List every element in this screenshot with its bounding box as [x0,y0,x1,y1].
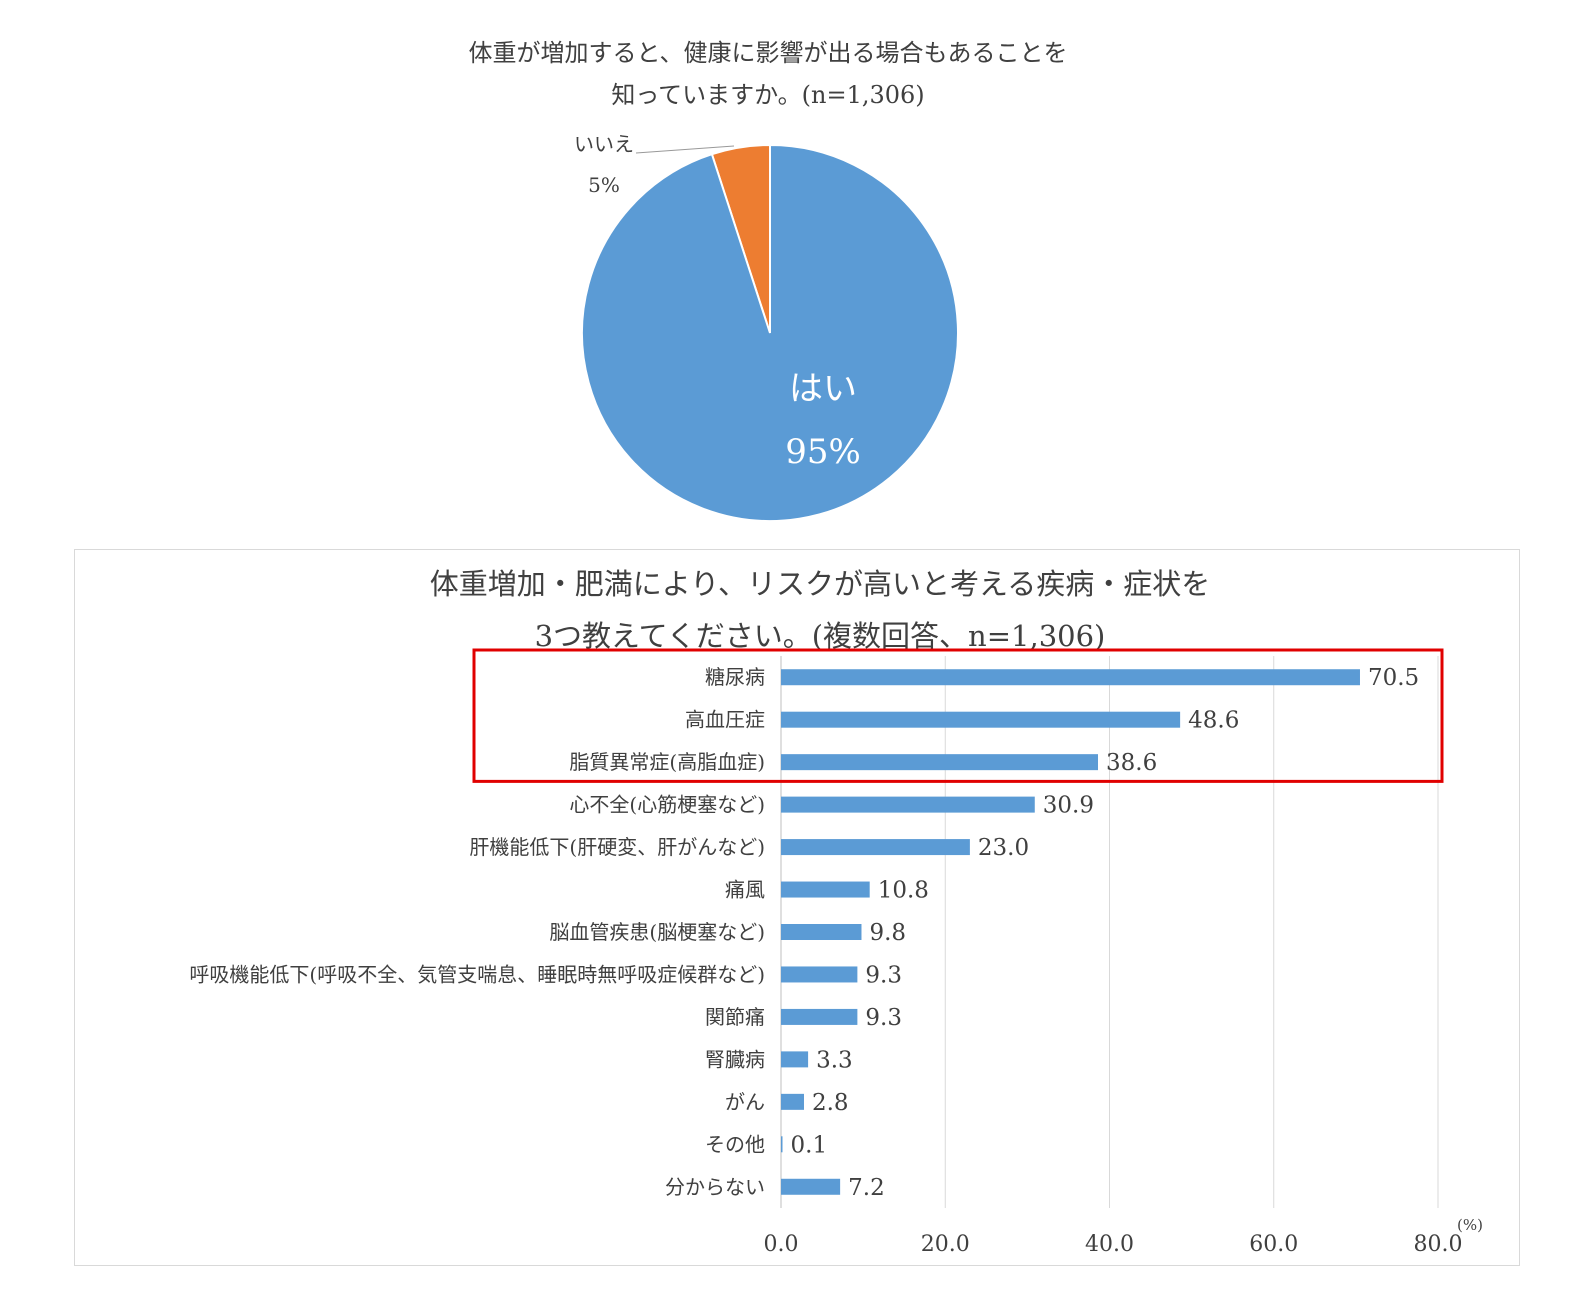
bar [781,711,1181,728]
category-label: 分からない [665,1175,765,1199]
category-label: 心不全(心筋梗塞など) [569,793,765,817]
value-label: 70.5 [1368,665,1419,691]
bar-chart-frame [74,549,1520,1266]
category-label: 糖尿病 [705,665,765,689]
category-label: 脳血管疾患(脳梗塞など) [549,920,765,944]
value-label: 10.8 [878,878,929,904]
bar [781,1051,809,1068]
bar [781,1093,804,1110]
bar-title-line2: 3つ教えてください。(複数回答、n=1,306) [535,619,1106,653]
category-label: 高血圧症 [685,708,765,732]
x-tick-label: 40.0 [1085,1232,1134,1257]
category-label: その他 [705,1132,765,1156]
bar [781,924,862,940]
category-label: がん [725,1090,765,1114]
value-label: 3.3 [816,1047,853,1073]
bar [781,881,870,898]
bar [781,839,970,856]
x-tick-label: 20.0 [921,1232,970,1257]
pie-title-line1: 体重が増加すると、健康に影響が出る場合もあることを [468,39,1067,67]
bar [781,1136,783,1153]
value-label: 2.8 [812,1090,849,1116]
category-label: 痛風 [725,878,765,902]
pie-value-yes: 95% [785,432,861,472]
bar [781,796,1035,813]
category-label: 呼吸機能低下(呼吸不全、気管支喘息、睡眠時無呼吸症候群など) [189,962,765,986]
category-label: 腎臓病 [705,1047,765,1071]
value-label: 0.1 [791,1132,828,1158]
bar-title-line1: 体重増加・肥満により、リスクが高いと考える疾病・症状を [430,567,1210,601]
value-label: 48.6 [1188,708,1239,734]
pie-value-no: 5% [588,173,620,197]
bar [781,966,858,983]
bar [781,1008,858,1025]
pie-slice-yes [581,143,959,522]
category-label: 肝機能低下(肝硬変、肝がんなど) [469,835,765,859]
category-label: 関節痛 [705,1005,765,1029]
pie-label-no: いいえ [574,132,634,156]
pie-label-yes: はい [789,369,857,409]
x-axis-unit: (%) [1457,1216,1483,1234]
category-label: 脂質異常症(高脂血症) [569,750,765,774]
x-tick-label: 60.0 [1249,1232,1298,1257]
x-tick-label: 0.0 [764,1232,799,1257]
bar [781,754,1099,771]
bar [781,1178,841,1195]
pie-leader-line [635,145,735,154]
x-tick-label: 80.0 [1414,1232,1463,1257]
value-label: 30.9 [1043,793,1094,819]
value-label: 23.0 [978,835,1029,861]
pie-title-line2: 知っていますか。(n=1,306) [611,81,924,109]
value-label: 9.3 [865,1005,902,1031]
bar [781,669,1360,686]
value-label: 7.2 [848,1175,885,1201]
value-label: 38.6 [1106,750,1157,776]
pie-chart: 体重が増加すると、健康に影響が出る場合もあることを 知っていますか。(n=1,3… [468,39,1068,522]
value-label: 9.8 [869,920,906,946]
value-label: 9.3 [865,962,902,988]
highlight-box [472,648,1444,783]
